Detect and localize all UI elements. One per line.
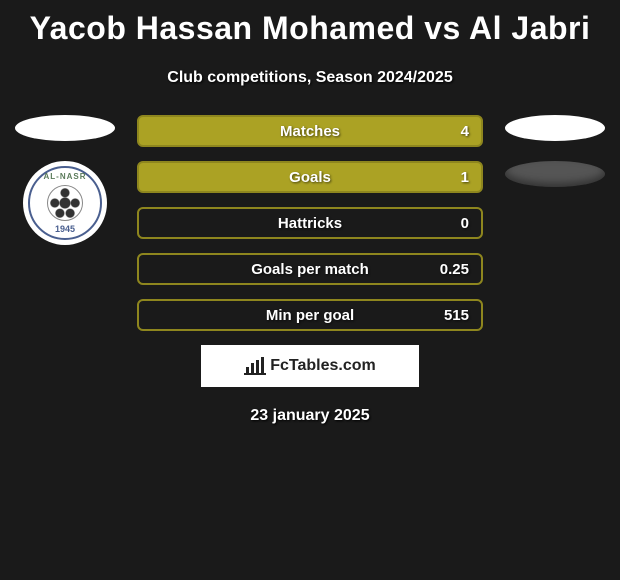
club-logo-inner: AL-NASR 1945 bbox=[28, 166, 102, 240]
stat-bars: Matches 4 Goals 1 Hattricks 0 Goals per match 0… bbox=[137, 115, 483, 331]
stat-right-value: 0 bbox=[461, 215, 469, 232]
stat-label: Goals bbox=[289, 169, 331, 186]
stat-right-value: 515 bbox=[444, 307, 469, 324]
stat-right-value: 1 bbox=[461, 169, 469, 186]
stat-label: Hattricks bbox=[278, 215, 342, 232]
left-player-column: AL-NASR 1945 bbox=[10, 115, 120, 245]
right-player-column bbox=[500, 115, 610, 207]
stat-label: Goals per match bbox=[251, 261, 369, 278]
comparison-area: AL-NASR 1945 Matches 4 Goals 1 Hattricks 0 Goa… bbox=[0, 115, 620, 331]
stat-bar: Hattricks 0 bbox=[137, 207, 483, 239]
watermark: FcTables.com bbox=[201, 345, 419, 387]
right-player-ellipse-top bbox=[505, 115, 605, 141]
stat-right-value: 0.25 bbox=[440, 261, 469, 278]
stat-bar: Matches 4 bbox=[137, 115, 483, 147]
stat-right-value: 4 bbox=[461, 123, 469, 140]
left-player-ellipse bbox=[15, 115, 115, 141]
date: 23 january 2025 bbox=[0, 407, 620, 425]
club-name: AL-NASR bbox=[44, 172, 87, 181]
stat-bar: Min per goal 515 bbox=[137, 299, 483, 331]
stat-label: Matches bbox=[280, 123, 340, 140]
page-title: Yacob Hassan Mohamed vs Al Jabri bbox=[0, 0, 620, 47]
stat-label: Min per goal bbox=[266, 307, 354, 324]
club-year: 1945 bbox=[55, 224, 75, 234]
right-player-ellipse-bottom bbox=[505, 161, 605, 187]
stat-bar: Goals per match 0.25 bbox=[137, 253, 483, 285]
stat-bar: Goals 1 bbox=[137, 161, 483, 193]
watermark-text: FcTables.com bbox=[270, 357, 376, 375]
soccer-ball-icon bbox=[47, 185, 83, 221]
subtitle: Club competitions, Season 2024/2025 bbox=[0, 69, 620, 87]
bar-chart-icon bbox=[244, 357, 266, 375]
left-club-logo: AL-NASR 1945 bbox=[23, 161, 107, 245]
